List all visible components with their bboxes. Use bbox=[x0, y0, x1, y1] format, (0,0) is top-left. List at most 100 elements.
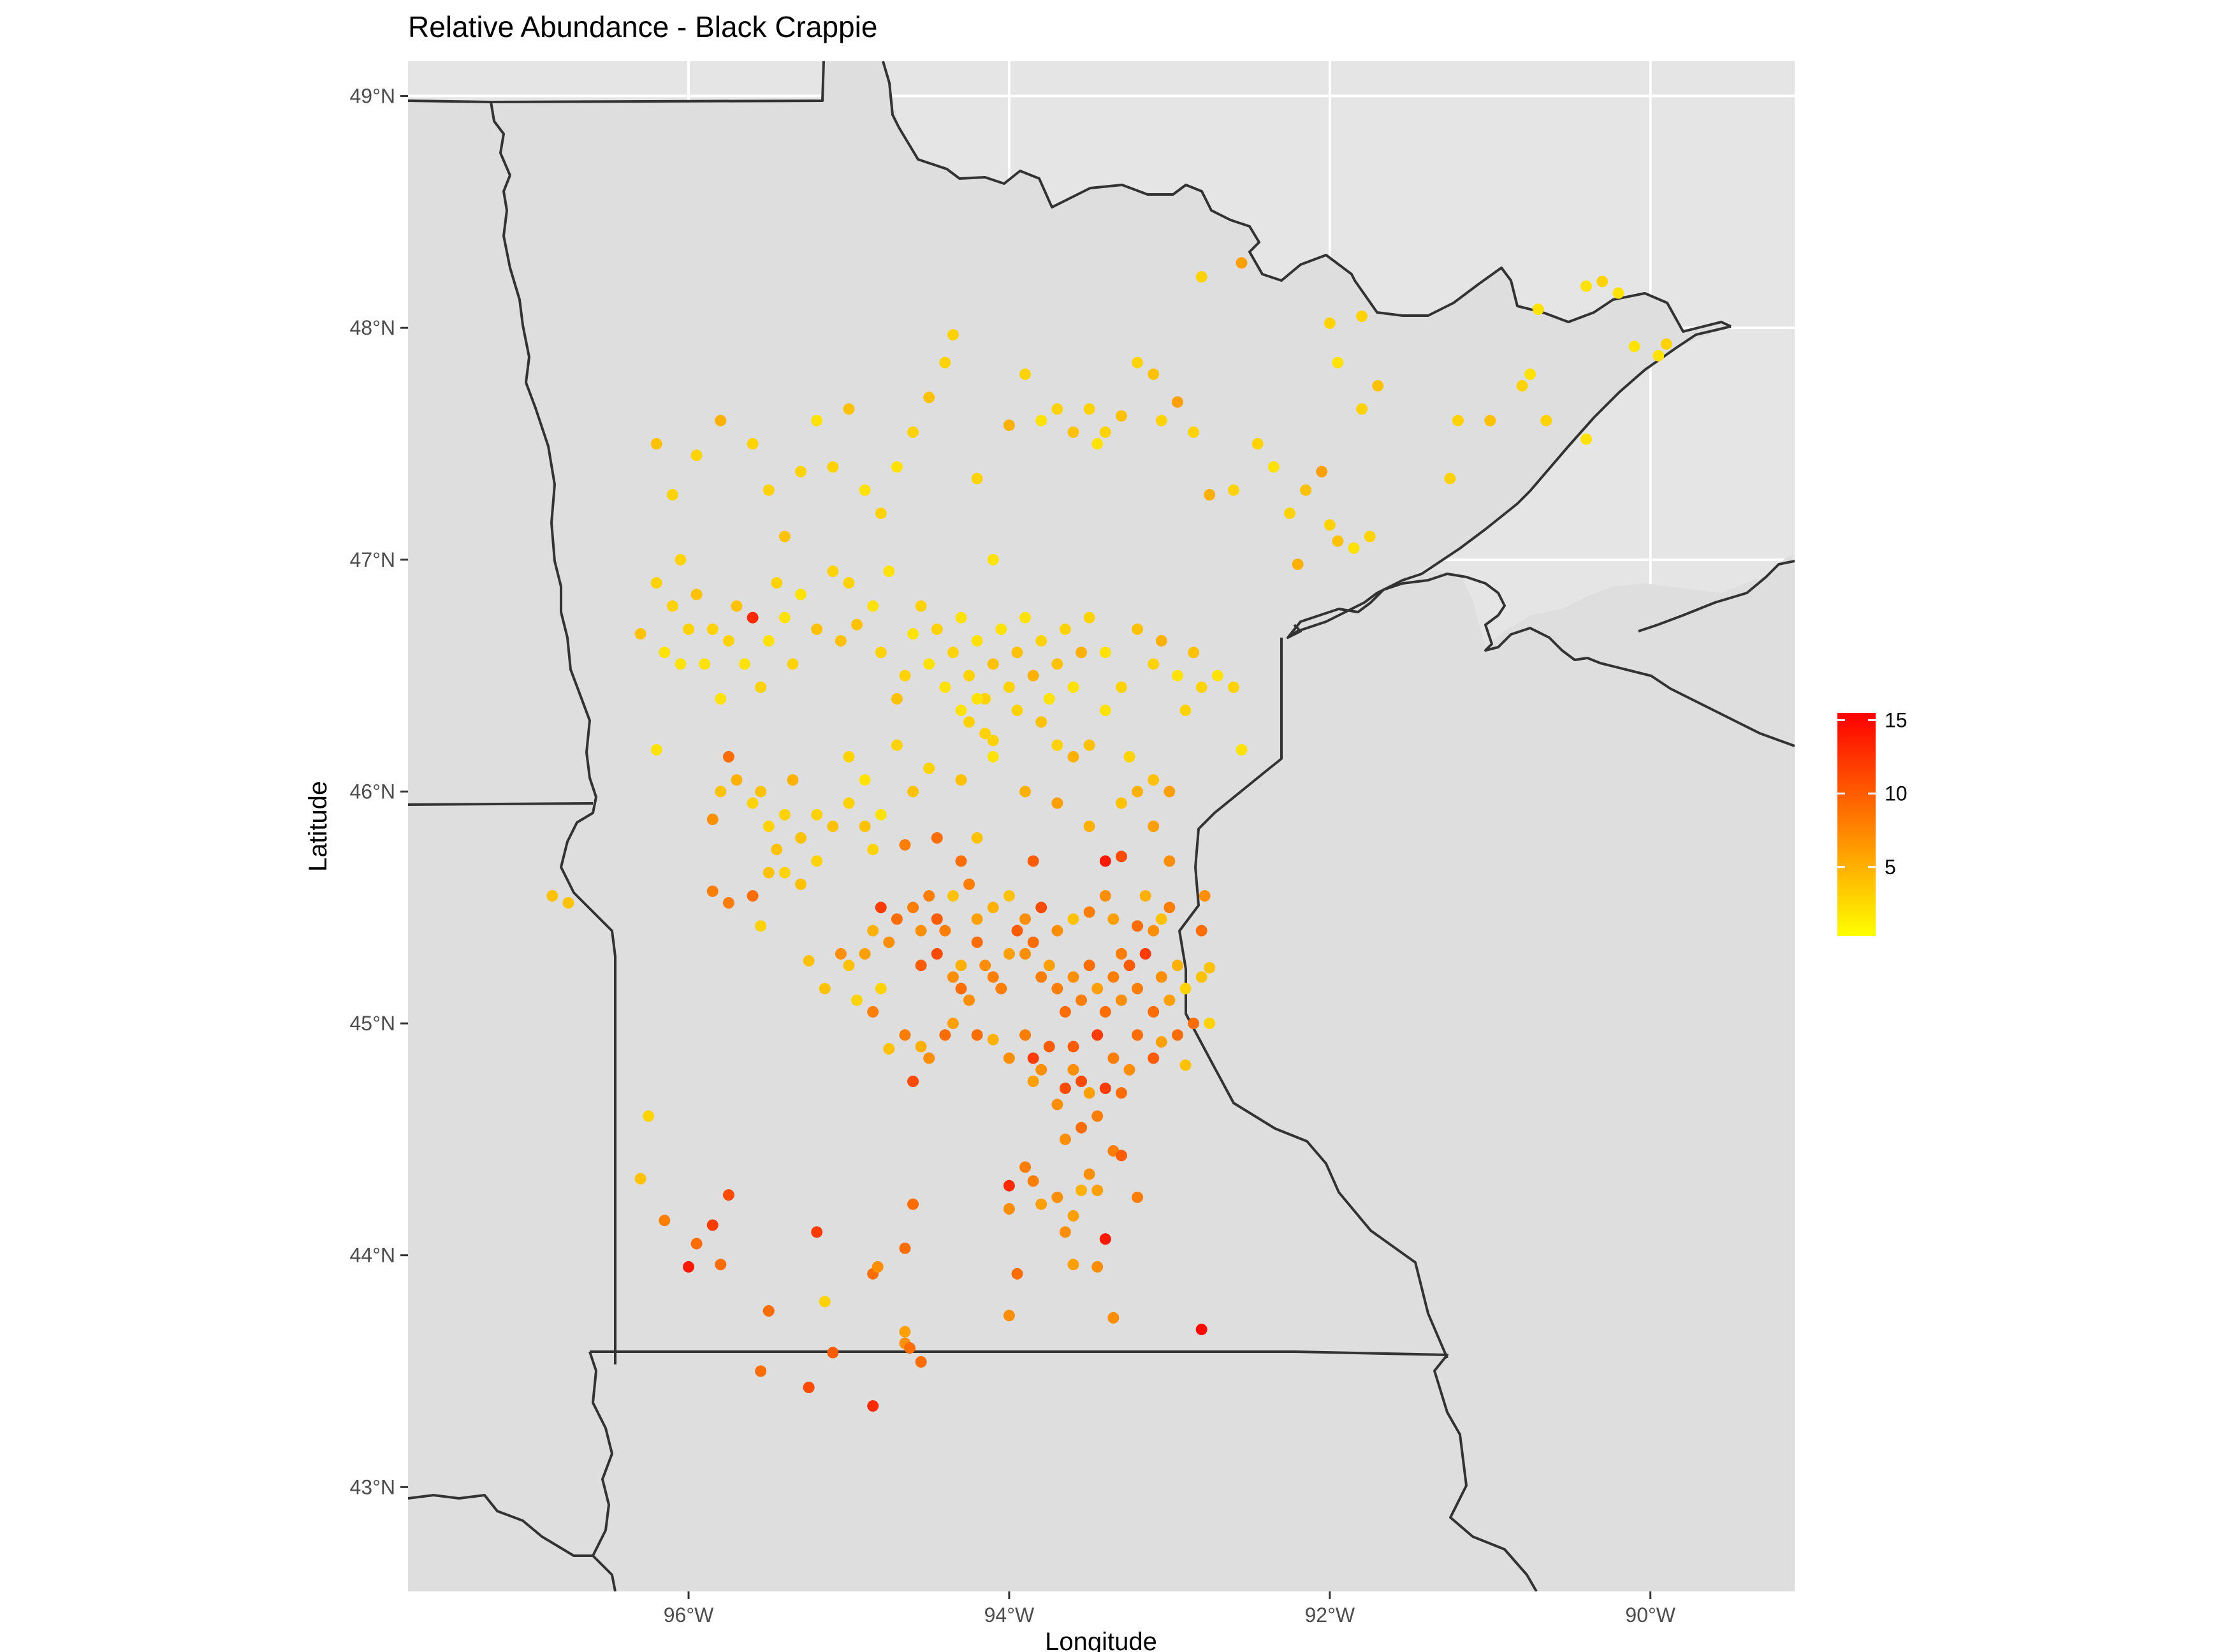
data-point bbox=[1283, 508, 1295, 520]
data-point bbox=[987, 658, 999, 670]
data-point bbox=[1532, 303, 1544, 316]
data-point bbox=[1003, 419, 1015, 431]
data-point bbox=[1195, 271, 1207, 283]
data-point bbox=[931, 623, 943, 635]
border-mn-ia bbox=[590, 1350, 1538, 1591]
legend-ticks: 5 10 15 bbox=[1837, 709, 1908, 879]
data-point bbox=[1091, 983, 1104, 995]
data-point bbox=[971, 832, 983, 844]
data-point bbox=[650, 577, 662, 589]
data-point bbox=[875, 902, 887, 914]
data-point bbox=[1580, 280, 1593, 292]
legend-tick-label: 5 bbox=[1885, 856, 1896, 879]
data-point bbox=[795, 465, 807, 478]
data-point bbox=[1195, 925, 1207, 937]
data-point bbox=[739, 658, 751, 670]
data-point bbox=[1107, 1052, 1120, 1064]
data-point bbox=[987, 1034, 999, 1046]
data-point bbox=[1051, 1099, 1063, 1111]
data-point bbox=[1003, 1052, 1015, 1064]
data-point bbox=[1171, 1029, 1183, 1041]
data-point bbox=[1083, 611, 1095, 624]
data-point bbox=[706, 814, 719, 826]
data-point bbox=[1348, 542, 1360, 554]
y-tick-label: 47°N bbox=[350, 548, 396, 571]
data-point bbox=[1099, 1005, 1111, 1018]
data-point bbox=[659, 1215, 671, 1227]
data-point bbox=[955, 774, 967, 786]
data-point bbox=[762, 484, 775, 496]
data-point bbox=[939, 925, 951, 937]
data-point bbox=[1067, 1259, 1079, 1271]
data-point bbox=[666, 489, 678, 501]
data-point bbox=[683, 1261, 695, 1273]
data-point bbox=[1067, 1041, 1079, 1053]
data-point bbox=[1019, 1029, 1032, 1041]
data-point bbox=[1115, 797, 1127, 809]
data-point bbox=[778, 530, 791, 543]
data-point bbox=[1107, 1312, 1120, 1324]
data-point bbox=[787, 774, 799, 786]
data-point bbox=[1003, 1310, 1015, 1322]
data-point bbox=[827, 566, 839, 577]
border-wi-north-shore bbox=[1287, 573, 1795, 747]
data-point bbox=[1132, 786, 1144, 798]
data-point bbox=[1083, 906, 1095, 918]
data-point bbox=[787, 658, 799, 670]
data-point bbox=[875, 808, 887, 821]
data-point bbox=[963, 669, 975, 682]
data-point bbox=[1027, 669, 1039, 682]
data-point bbox=[907, 1076, 919, 1087]
data-point bbox=[947, 890, 959, 902]
data-point bbox=[987, 553, 999, 566]
data-point bbox=[1356, 403, 1368, 415]
data-point bbox=[1155, 913, 1167, 925]
x-axis: 96°W 94°W 92°W 90°W bbox=[664, 1591, 1676, 1626]
data-point bbox=[1164, 994, 1176, 1006]
data-point bbox=[1115, 1150, 1127, 1162]
data-point bbox=[1099, 705, 1111, 717]
data-point bbox=[1099, 647, 1111, 659]
data-point bbox=[1227, 484, 1239, 496]
data-point bbox=[1067, 426, 1079, 438]
data-point bbox=[1148, 1005, 1160, 1018]
data-point bbox=[1171, 669, 1183, 682]
data-point bbox=[1011, 705, 1023, 717]
data-point bbox=[722, 750, 734, 763]
data-point bbox=[875, 508, 887, 520]
data-point bbox=[771, 577, 783, 589]
data-point bbox=[955, 705, 967, 717]
data-point bbox=[1628, 340, 1640, 353]
data-point bbox=[1115, 948, 1127, 960]
x-tick-label: 90°W bbox=[1625, 1604, 1675, 1626]
data-point bbox=[722, 635, 734, 647]
border-sd-ia bbox=[588, 1351, 617, 1591]
data-point bbox=[843, 577, 855, 589]
data-point bbox=[1051, 797, 1063, 809]
data-point bbox=[1099, 1082, 1111, 1094]
data-point bbox=[747, 438, 759, 450]
border-canada-west bbox=[408, 61, 825, 103]
data-point bbox=[1099, 1233, 1111, 1245]
data-point bbox=[690, 450, 703, 462]
data-point bbox=[811, 623, 823, 635]
legend-tick-label: 15 bbox=[1885, 709, 1908, 732]
data-point bbox=[955, 960, 967, 972]
data-point bbox=[1148, 368, 1160, 380]
data-point bbox=[883, 936, 895, 948]
data-point bbox=[1035, 902, 1047, 914]
data-point bbox=[1372, 380, 1384, 392]
data-point bbox=[931, 832, 943, 844]
legend-colorbar bbox=[1837, 713, 1876, 936]
data-point bbox=[939, 1029, 951, 1041]
data-point bbox=[1083, 1168, 1095, 1180]
data-point bbox=[1139, 890, 1151, 902]
data-point bbox=[1123, 960, 1135, 972]
data-point bbox=[1115, 681, 1127, 693]
y-tick-label: 45°N bbox=[350, 1012, 396, 1035]
data-point bbox=[1236, 257, 1248, 269]
data-point bbox=[1035, 1064, 1047, 1076]
x-tick-label: 94°W bbox=[984, 1604, 1035, 1626]
data-point bbox=[690, 1238, 703, 1250]
data-point bbox=[867, 1005, 879, 1018]
